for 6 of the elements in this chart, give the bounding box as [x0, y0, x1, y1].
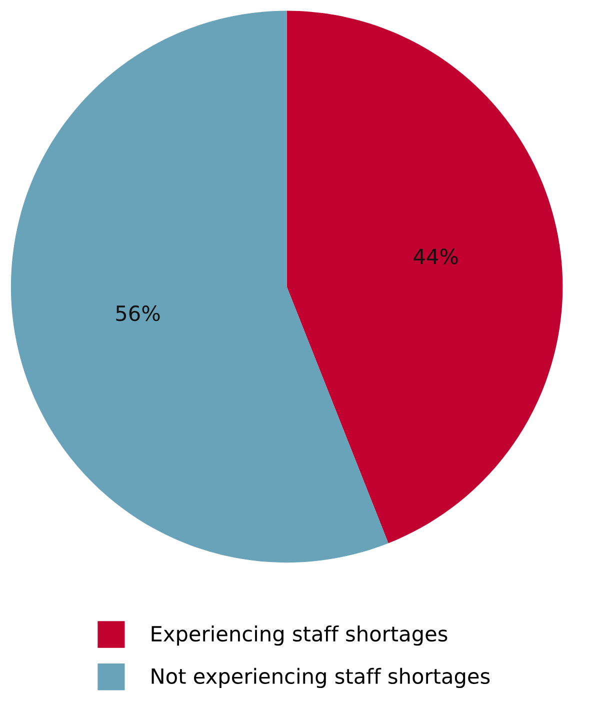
- legend-label: Not experiencing staff shortages: [152, 668, 490, 688]
- pie-slice: [286, 10, 563, 544]
- pie-slice: [10, 10, 388, 563]
- data-label: 56%: [116, 305, 160, 322]
- legend-label: Experiencing staff shortages: [152, 625, 448, 646]
- data-label: 44%: [414, 248, 458, 264]
